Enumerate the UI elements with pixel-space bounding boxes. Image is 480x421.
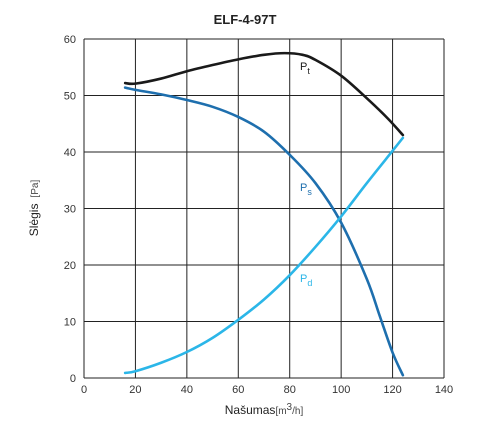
series-line-ps xyxy=(123,86,405,377)
x-tick-label-4: 80 xyxy=(284,384,296,396)
y-axis-label: Slėgis [Pa] xyxy=(27,180,41,237)
x-tick-label-3: 60 xyxy=(232,384,244,396)
y-tick-label-3: 30 xyxy=(64,204,76,216)
x-tick-label-5: 100 xyxy=(332,384,350,396)
grid xyxy=(83,38,445,379)
y-tick-label-1: 10 xyxy=(64,317,76,329)
y-tick-label-0: 0 xyxy=(70,373,76,385)
y-tick-label-2: 20 xyxy=(64,260,76,272)
chart-title: ELF-4-97T xyxy=(214,12,277,27)
y-tick-label-4: 40 xyxy=(64,147,76,159)
x-tick-labels: 0 20 40 60 80 100 120 140 xyxy=(81,384,453,396)
x-axis-unit: [m xyxy=(275,406,286,417)
series-label-pd: Pd xyxy=(300,273,312,288)
y-axis-label-text: Slėgis xyxy=(27,204,41,237)
series-line-pd xyxy=(123,136,405,375)
series-line-pt xyxy=(123,51,405,137)
y-axis-unit: [Pa] xyxy=(30,180,41,198)
x-axis-unit-end: /h] xyxy=(292,406,303,417)
series-label-sub: t xyxy=(307,66,310,76)
y-axis-label-group: Slėgis [Pa] xyxy=(27,180,41,237)
x-axis-unit-sup: 3 xyxy=(287,402,293,413)
y-tick-label-5: 50 xyxy=(64,91,76,103)
series-label-pt: Pt xyxy=(300,61,310,76)
x-tick-label-2: 40 xyxy=(181,384,193,396)
series-label-main: P xyxy=(300,61,307,73)
series-label-ps: Ps xyxy=(300,182,312,197)
y-tick-labels: 0 10 20 30 40 50 60 xyxy=(64,34,76,385)
series-label-main: P xyxy=(300,182,307,194)
y-tick-label-6: 60 xyxy=(64,34,76,46)
series-label-sub: d xyxy=(307,278,312,288)
x-tick-label-7: 140 xyxy=(435,384,453,396)
x-axis-label-text: Našumas xyxy=(225,403,276,417)
series-label-main: P xyxy=(300,273,307,285)
x-tick-label-0: 0 xyxy=(81,384,87,396)
series-label-sub: s xyxy=(307,187,312,197)
x-tick-label-1: 20 xyxy=(129,384,141,396)
x-axis-label: Našumas[m3/h] xyxy=(225,402,304,417)
x-tick-label-6: 120 xyxy=(383,384,401,396)
